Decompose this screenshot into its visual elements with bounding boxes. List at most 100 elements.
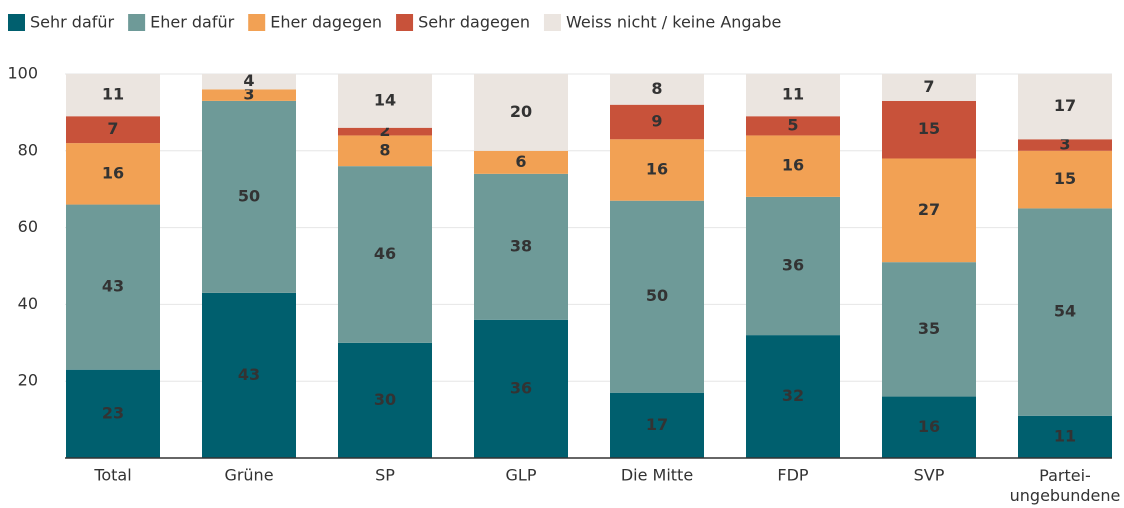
y-tick-label: 60 xyxy=(18,217,38,236)
x-tick-label: Grüne xyxy=(224,466,273,485)
bar-segment xyxy=(746,116,840,136)
bar-segment xyxy=(610,392,704,458)
value-label: 8 xyxy=(651,79,662,98)
value-label: 11 xyxy=(782,85,804,104)
bar-segment xyxy=(66,116,160,144)
bar-segment xyxy=(882,396,976,458)
bar-segment xyxy=(746,135,840,197)
legend-swatch xyxy=(248,14,266,31)
x-tick-label: Total xyxy=(93,466,131,485)
value-label: 7 xyxy=(107,119,118,138)
bar-segment xyxy=(610,74,704,105)
bar-segment xyxy=(202,100,296,293)
value-label: 46 xyxy=(374,244,396,263)
x-tick-label: FDP xyxy=(777,466,809,485)
value-label: 36 xyxy=(510,378,532,397)
legend-label: Eher dafür xyxy=(150,13,234,32)
value-label: 17 xyxy=(646,415,668,434)
value-label: 7 xyxy=(923,77,934,96)
legend-label: Weiss nicht / keine Angabe xyxy=(566,13,781,32)
value-label: 20 xyxy=(510,102,532,121)
value-label: 50 xyxy=(646,286,668,305)
y-tick-label: 20 xyxy=(18,371,38,390)
x-tick-label: Partei-ungebundene xyxy=(1010,466,1121,505)
value-label: 8 xyxy=(379,140,390,159)
value-label: 11 xyxy=(1054,426,1076,445)
bar-segment xyxy=(338,342,432,458)
value-label: 16 xyxy=(918,417,940,436)
value-label: 3 xyxy=(243,85,254,104)
bar-segment xyxy=(746,196,840,336)
bar-segment xyxy=(474,150,568,174)
bar-segment xyxy=(338,127,432,136)
bar-segment xyxy=(882,262,976,397)
bar-segment xyxy=(882,158,976,263)
bar-segment xyxy=(474,74,568,151)
bar-segment xyxy=(610,200,704,393)
bar-segment xyxy=(338,135,432,167)
bar-segment xyxy=(882,74,976,101)
y-tick-label: 80 xyxy=(18,140,38,159)
value-label: 43 xyxy=(238,365,260,384)
value-label: 17 xyxy=(1054,96,1076,115)
bar-segment xyxy=(1018,139,1112,151)
value-label: 50 xyxy=(238,186,260,205)
bar-segment xyxy=(610,104,704,140)
value-label: 38 xyxy=(510,236,532,255)
bar-segment xyxy=(1018,74,1112,140)
bar-segment xyxy=(202,74,296,90)
bar-segment xyxy=(746,335,840,458)
bar-segment xyxy=(1018,150,1112,209)
value-label: 5 xyxy=(787,115,798,134)
bar-segment xyxy=(202,89,296,101)
y-tick-label: 100 xyxy=(7,64,38,83)
bar-segment xyxy=(610,139,704,201)
value-label: 4 xyxy=(243,71,254,90)
value-label: 11 xyxy=(102,85,124,104)
bar-segment xyxy=(882,100,976,159)
value-label: 2 xyxy=(379,121,390,140)
value-label: 16 xyxy=(646,160,668,179)
legend-swatch xyxy=(128,14,146,31)
value-label: 16 xyxy=(102,163,124,182)
value-label: 14 xyxy=(374,90,396,109)
legend-swatch xyxy=(396,14,414,31)
bar-segment xyxy=(338,166,432,343)
value-label: 36 xyxy=(782,256,804,275)
value-label: 43 xyxy=(102,277,124,296)
bar-segment xyxy=(338,74,432,128)
y-tick-label: 40 xyxy=(18,294,38,313)
value-label: 23 xyxy=(102,403,124,422)
value-label: 35 xyxy=(918,319,940,338)
bar-segment xyxy=(1018,208,1112,416)
legend-swatch xyxy=(543,14,561,31)
value-label: 15 xyxy=(1054,169,1076,188)
value-label: 6 xyxy=(515,152,526,171)
value-label: 30 xyxy=(374,390,396,409)
legend-label: Sehr dafür xyxy=(30,13,115,32)
value-label: 54 xyxy=(1054,302,1076,321)
x-tick-label: SVP xyxy=(914,466,945,485)
bar-segment xyxy=(746,74,840,117)
bar-segment xyxy=(474,319,568,458)
value-label: 15 xyxy=(918,119,940,138)
value-label: 32 xyxy=(782,386,804,405)
value-label: 9 xyxy=(651,112,662,131)
bar-segment xyxy=(66,204,160,370)
value-label: 27 xyxy=(918,200,940,219)
value-label: 16 xyxy=(782,156,804,175)
bar-segment xyxy=(474,173,568,320)
bar-segment xyxy=(66,369,160,458)
legend-label: Eher dagegen xyxy=(270,13,382,32)
x-tick-label: GLP xyxy=(506,466,537,485)
x-tick-label: Die Mitte xyxy=(621,466,693,485)
bar-segment xyxy=(1018,415,1112,458)
bar-segment xyxy=(66,74,160,117)
legend-swatch xyxy=(8,14,25,31)
bar-segment xyxy=(202,292,296,458)
legend-label: Sehr dagegen xyxy=(418,13,530,32)
value-label: 3 xyxy=(1059,135,1070,154)
bar-segment xyxy=(66,143,160,205)
x-tick-label: SP xyxy=(375,466,395,485)
